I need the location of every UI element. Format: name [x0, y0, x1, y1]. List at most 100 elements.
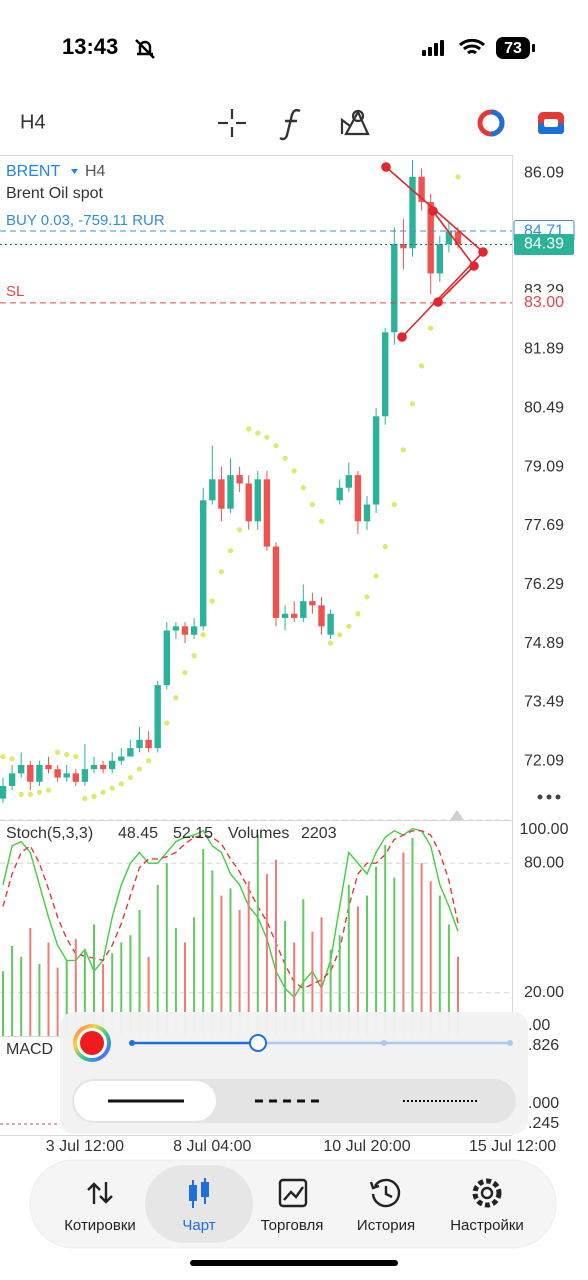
- macd-scale-label: .826: [528, 1037, 559, 1054]
- volume-bar: [375, 866, 378, 1036]
- sar-dot: [55, 749, 61, 755]
- candle-body: [209, 479, 216, 501]
- volume-bar: [238, 910, 241, 1036]
- sar-dot: [409, 401, 416, 407]
- candle-body: [118, 756, 125, 761]
- nav-tab[interactable]: Котировки: [64, 1217, 136, 1234]
- stoch-header: Stoch(5,3,3) 48.45 52.15 Volumes 2203: [6, 825, 337, 842]
- symbol[interactable]: BRENT: [6, 163, 60, 180]
- bar: [428, 47, 432, 56]
- volume-bar: [129, 935, 132, 1036]
- stroke: [340, 109, 370, 136]
- nav-bg: [29, 1159, 557, 1249]
- macd-scale-label: .000: [528, 1095, 559, 1112]
- macd-scale-label: .00: [528, 1017, 550, 1034]
- nav-tab[interactable]: Торговля: [261, 1217, 324, 1234]
- volume-bar: [293, 942, 296, 1036]
- y-tick-label: 79.09: [524, 458, 564, 475]
- sar-dot: [246, 426, 252, 432]
- stroke: [369, 1178, 401, 1208]
- slider-step: [129, 1040, 135, 1046]
- sar-dot: [337, 632, 343, 638]
- mute-icon: [135, 39, 155, 59]
- sar-dot: [45, 787, 52, 793]
- candle-body: [90, 764, 98, 770]
- sl-label: SL: [6, 283, 24, 300]
- stroke: [189, 1185, 197, 1201]
- macd-title: MACD: [6, 1041, 53, 1058]
- x-tick-label: 3 Jul 12:00: [46, 1138, 124, 1155]
- timeframe-button[interactable]: H4: [20, 111, 46, 133]
- volume-bar: [329, 949, 332, 1036]
- volume-bar: [29, 928, 32, 1036]
- y-tick-label: 20.00: [524, 984, 564, 1001]
- volume-bar: [102, 964, 105, 1036]
- candle-body: [372, 416, 380, 505]
- y-tick-label: 86.09: [524, 164, 564, 181]
- sar-dot: [309, 501, 315, 508]
- candle-body: [99, 764, 107, 770]
- volume-bar: [184, 942, 186, 1036]
- volume-bar: [111, 953, 114, 1036]
- y-tick-label: 81.89: [524, 341, 564, 358]
- volume-bar: [202, 848, 205, 1036]
- volume-bar: [220, 895, 223, 1036]
- bottom-nav: Котировки Чарт Торговля История Настройк…: [29, 1159, 557, 1249]
- nav-tab-selected[interactable]: Чарт: [182, 1217, 215, 1234]
- volume-bar: [120, 942, 123, 1036]
- stoch-d-value: 52.15: [173, 825, 213, 842]
- more-button[interactable]: [537, 794, 561, 800]
- stroke: [480, 1186, 494, 1200]
- nav-tab[interactable]: Настройки: [450, 1217, 524, 1234]
- candle-body: [382, 332, 389, 417]
- indicator-title: Stoch(5,3,3): [6, 825, 93, 842]
- slash: [135, 39, 155, 59]
- candle-body: [218, 479, 225, 509]
- volume-bar: [438, 895, 441, 1036]
- bar: [422, 50, 426, 56]
- nav-tab[interactable]: История: [357, 1217, 415, 1234]
- candle-body: [63, 773, 70, 778]
- triangle-drawing[interactable]: [381, 162, 488, 342]
- sar-dot: [73, 753, 79, 760]
- toolbar: H4: [20, 108, 564, 141]
- symbol-dropdown[interactable]: [71, 169, 78, 174]
- indicators-button[interactable]: [279, 108, 301, 141]
- sar-dot: [36, 789, 43, 795]
- candle-body: [227, 475, 234, 509]
- sar-dot: [318, 518, 325, 524]
- volume-bar: [20, 956, 23, 1036]
- candle-body: [445, 231, 453, 245]
- slider-step: [381, 1040, 387, 1046]
- volume-bar: [311, 931, 314, 1036]
- line-style-panel: [60, 1012, 528, 1134]
- pattern-point: [381, 162, 391, 172]
- volume-bar: [65, 960, 68, 1036]
- dot: [537, 794, 543, 800]
- trade-button[interactable]: [538, 112, 564, 134]
- candle-body: [245, 483, 252, 522]
- width-slider-knob[interactable]: [249, 1034, 267, 1052]
- volume-bar: [402, 852, 405, 1036]
- candle-body: [36, 764, 43, 782]
- sar-dot: [227, 548, 234, 554]
- volume-bar: [74, 938, 77, 1036]
- one-click-button[interactable]: [477, 109, 505, 137]
- crosshair-button[interactable]: [218, 109, 246, 137]
- macd-panel: MACD .00 .826 .000 .245: [0, 1017, 559, 1132]
- sar-dot: [173, 695, 179, 701]
- wifi-icon: [459, 38, 485, 55]
- scroll-marker[interactable]: [450, 810, 464, 820]
- sar-dot: [164, 720, 170, 726]
- pattern-line: [432, 210, 475, 267]
- candle-body: [8, 773, 16, 786]
- volume-bar: [429, 881, 432, 1036]
- volume-bar: [284, 920, 287, 1036]
- objects-button[interactable]: [340, 109, 370, 136]
- sar-dot: [391, 501, 397, 508]
- chart-layer: 86.0983.2981.8980.4979.0977.6976.2974.89…: [0, 160, 575, 1155]
- bar: [440, 40, 444, 56]
- macd-scale-label: .245: [528, 1115, 559, 1132]
- price-label-box: [514, 233, 574, 255]
